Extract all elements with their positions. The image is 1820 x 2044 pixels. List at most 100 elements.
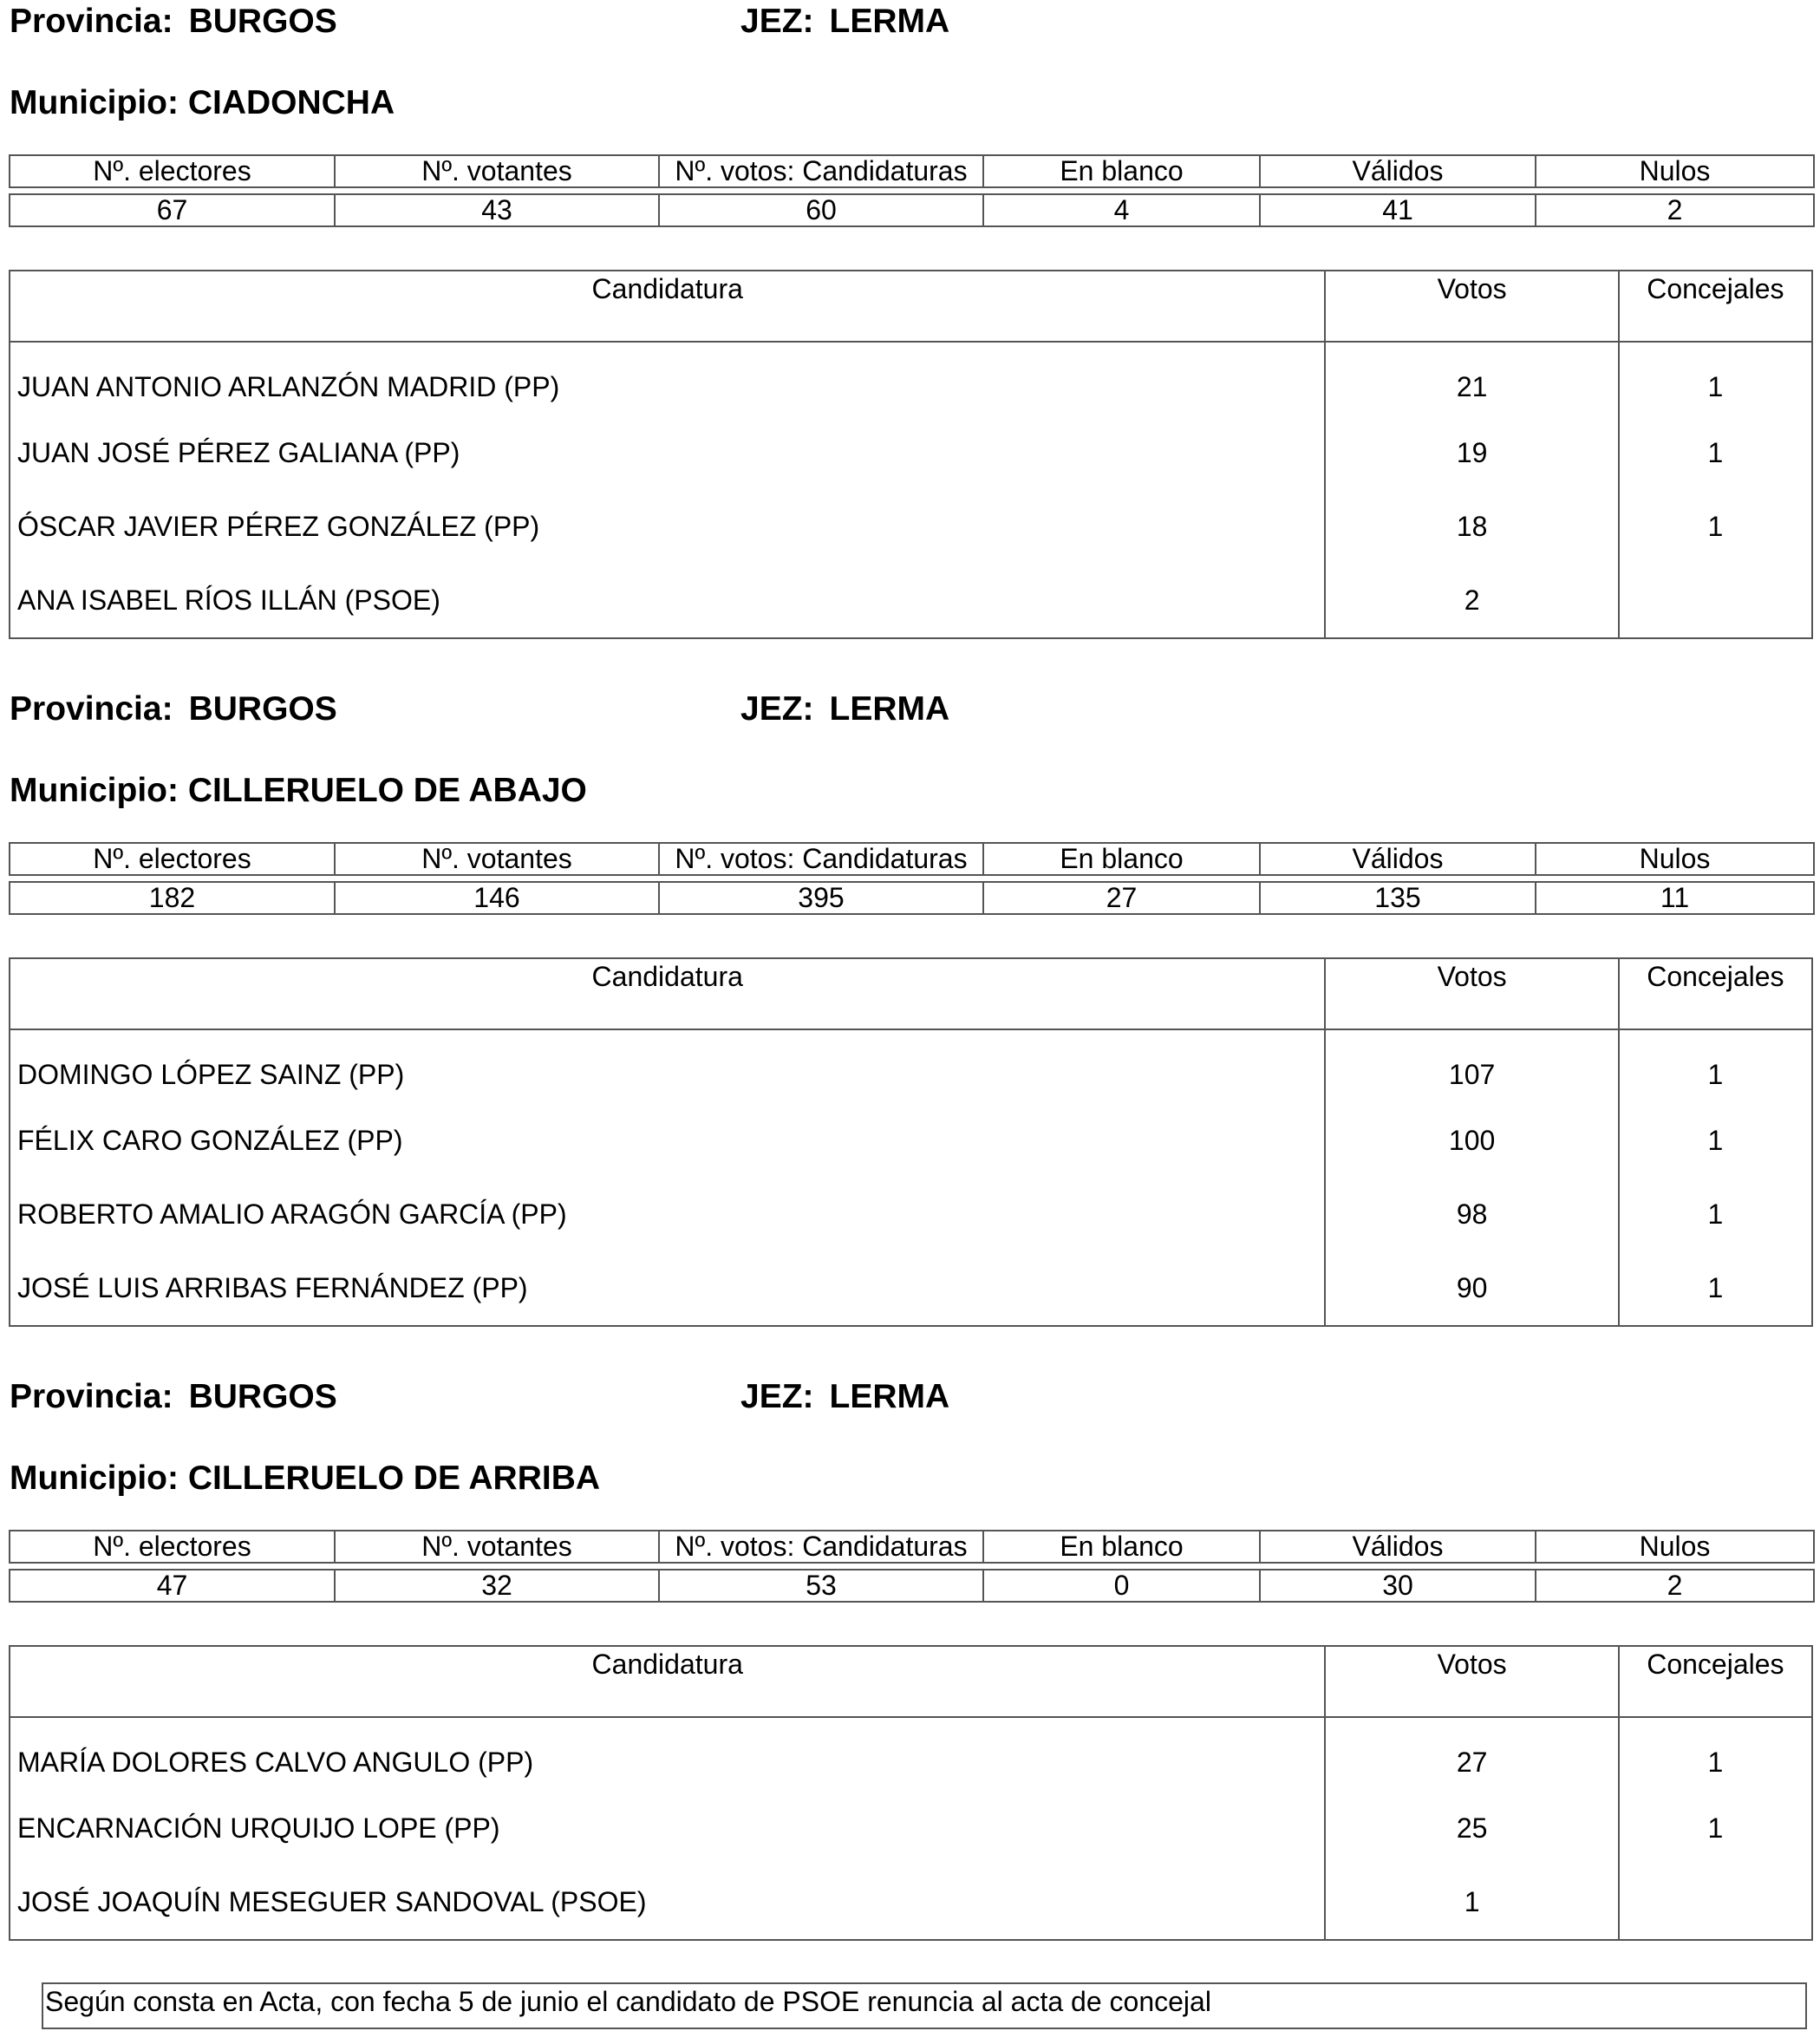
stats-validos: 41 (1259, 193, 1536, 227)
provincia-value: BURGOS (188, 3, 337, 40)
candidate-row: ÓSCAR JAVIER PÉREZ GONZÁLEZ (PP) 18 1 (10, 490, 1812, 564)
stats-en-blanco: 27 (982, 881, 1261, 915)
candidate-concejales: 1 (1617, 1029, 1812, 1104)
municipio-line: Municipio: CILLERUELO DE ARRIBA (10, 1457, 600, 1500)
stats-electores: 47 (9, 1569, 336, 1603)
stats-electores: 67 (9, 193, 336, 227)
candidatura-header-row: Candidatura Votos Concejales (10, 271, 1812, 343)
candidate-row: JUAN ANTONIO ARLANZÓN MADRID (PP) 21 1 (10, 342, 1812, 416)
stats-header: Nº. electores (9, 154, 336, 188)
stats-header: Nulos (1535, 154, 1815, 188)
municipio-line: Municipio: CILLERUELO DE ABAJO (10, 769, 587, 813)
stats-votos-candidaturas: 60 (658, 193, 984, 227)
candidate-votos: 27 (1324, 1717, 1619, 1792)
candidate-name: ROBERTO AMALIO ARAGÓN GARCÍA (PP) (17, 1198, 567, 1230)
stats-header-row: Nº. electores Nº. votantes Nº. votos: Ca… (9, 1530, 1815, 1564)
candidate-name: ÓSCAR JAVIER PÉREZ GONZÁLEZ (PP) (17, 511, 540, 542)
candidatura-header: Candidatura (10, 271, 1326, 343)
candidate-name: MARÍA DOLORES CALVO ANGULO (PP) (17, 1747, 534, 1778)
stats-header: Nº. votos: Candidaturas (658, 1530, 984, 1564)
stats-header: En blanco (982, 842, 1261, 876)
concejales-header: Concejales (1617, 958, 1812, 1030)
provincia-value: BURGOS (188, 690, 337, 728)
stats-en-blanco: 4 (982, 193, 1261, 227)
stats-header: Válidos (1259, 154, 1536, 188)
candidate-votos: 107 (1324, 1029, 1619, 1104)
municipio-label: Municipio: (10, 1460, 179, 1497)
candidate-row: JOSÉ LUIS ARRIBAS FERNÁNDEZ (PP) 90 1 (10, 1251, 1812, 1326)
candidate-name: DOMINGO LÓPEZ SAINZ (PP) (17, 1059, 405, 1090)
stats-validos: 30 (1259, 1569, 1536, 1603)
candidate-row: FÉLIX CARO GONZÁLEZ (PP) 100 1 (10, 1104, 1812, 1178)
candidate-row: ENCARNACIÓN URQUIJO LOPE (PP) 25 1 (10, 1792, 1812, 1865)
stats-nulos: 2 (1535, 193, 1815, 227)
candidate-concejales: 1 (1617, 1104, 1812, 1178)
provincia-line: Provincia: BURGOS (10, 1375, 337, 1419)
candidate-name: JUAN ANTONIO ARLANZÓN MADRID (PP) (17, 371, 560, 402)
candidate-concejales: 1 (1617, 416, 1812, 490)
jez-label: JEZ: (740, 3, 814, 40)
votos-header: Votos (1324, 958, 1619, 1030)
candidate-name: FÉLIX CARO GONZÁLEZ (PP) (17, 1125, 403, 1156)
candidate-row: ROBERTO AMALIO ARAGÓN GARCÍA (PP) 98 1 (10, 1178, 1812, 1251)
stats-table: Nº. electores Nº. votantes Nº. votos: Ca… (9, 154, 1815, 227)
municipio-label: Municipio: (10, 84, 179, 121)
stats-header: En blanco (982, 1530, 1261, 1564)
candidatura-table: Candidatura Votos Concejales MARÍA DOLOR… (9, 1645, 1813, 1941)
stats-table: Nº. electores Nº. votantes Nº. votos: Ca… (9, 1530, 1815, 1603)
candidatura-header: Candidatura (10, 1646, 1326, 1718)
candidate-concejales (1617, 1865, 1812, 1940)
jez-line: JEZ: LERMA (740, 1375, 949, 1419)
candidate-votos: 19 (1324, 416, 1619, 490)
candidate-name: JOSÉ JOAQUÍN MESEGUER SANDOVAL (PSOE) (17, 1886, 647, 1917)
municipio-label: Municipio: (10, 772, 179, 809)
stats-header-row: Nº. electores Nº. votantes Nº. votos: Ca… (9, 154, 1815, 188)
candidate-votos: 98 (1324, 1178, 1619, 1251)
stats-header: Nº. votantes (334, 842, 660, 876)
candidate-row: DOMINGO LÓPEZ SAINZ (PP) 107 1 (10, 1029, 1812, 1104)
provincia-label: Provincia: (10, 1378, 173, 1415)
jez-label: JEZ: (740, 1378, 814, 1415)
municipio-value: CILLERUELO DE ARRIBA (187, 1460, 601, 1497)
candidate-votos: 2 (1324, 564, 1619, 638)
candidate-name: JUAN JOSÉ PÉREZ GALIANA (PP) (17, 437, 460, 468)
provincia-label: Provincia: (10, 3, 173, 40)
stats-value-row: 67 43 60 4 41 2 (9, 193, 1815, 227)
stats-votantes: 146 (334, 881, 660, 915)
stats-electores: 182 (9, 881, 336, 915)
candidate-name: JOSÉ LUIS ARRIBAS FERNÁNDEZ (PP) (17, 1272, 528, 1303)
candidate-votos: 25 (1324, 1792, 1619, 1865)
stats-header-row: Nº. electores Nº. votantes Nº. votos: Ca… (9, 842, 1815, 876)
candidate-row: JOSÉ JOAQUÍN MESEGUER SANDOVAL (PSOE) 1 (10, 1865, 1812, 1940)
candidate-row: JUAN JOSÉ PÉREZ GALIANA (PP) 19 1 (10, 416, 1812, 490)
candidate-concejales: 1 (1617, 342, 1812, 416)
candidate-votos: 21 (1324, 342, 1619, 416)
stats-value-row: 47 32 53 0 30 2 (9, 1569, 1815, 1603)
candidatura-table: Candidatura Votos Concejales JUAN ANTONI… (9, 270, 1813, 639)
provincia-label: Provincia: (10, 690, 173, 728)
provincia-value: BURGOS (188, 1378, 337, 1415)
municipio-value: CILLERUELO DE ABAJO (187, 772, 587, 809)
stats-nulos: 2 (1535, 1569, 1815, 1603)
candidate-concejales: 1 (1617, 1717, 1812, 1792)
jez-value: LERMA (829, 3, 950, 40)
candidate-votos: 90 (1324, 1251, 1619, 1326)
stats-header: Nº. votantes (334, 1530, 660, 1564)
jez-label: JEZ: (740, 690, 814, 728)
concejales-header: Concejales (1617, 271, 1812, 343)
stats-nulos: 11 (1535, 881, 1815, 915)
stats-en-blanco: 0 (982, 1569, 1261, 1603)
jez-line: JEZ: LERMA (740, 0, 949, 43)
candidate-concejales (1617, 564, 1812, 638)
municipio-line: Municipio: CIADONCHA (10, 82, 395, 125)
candidate-concejales: 1 (1617, 490, 1812, 564)
jez-line: JEZ: LERMA (740, 688, 949, 731)
stats-header: Nº. votos: Candidaturas (658, 154, 984, 188)
stats-header: Nº. votantes (334, 154, 660, 188)
concejales-header: Concejales (1617, 1646, 1812, 1718)
candidatura-header-row: Candidatura Votos Concejales (10, 1646, 1812, 1718)
municipio-value: CIADONCHA (187, 84, 395, 121)
votos-header: Votos (1324, 271, 1619, 343)
candidate-votos: 18 (1324, 490, 1619, 564)
stats-votantes: 43 (334, 193, 660, 227)
